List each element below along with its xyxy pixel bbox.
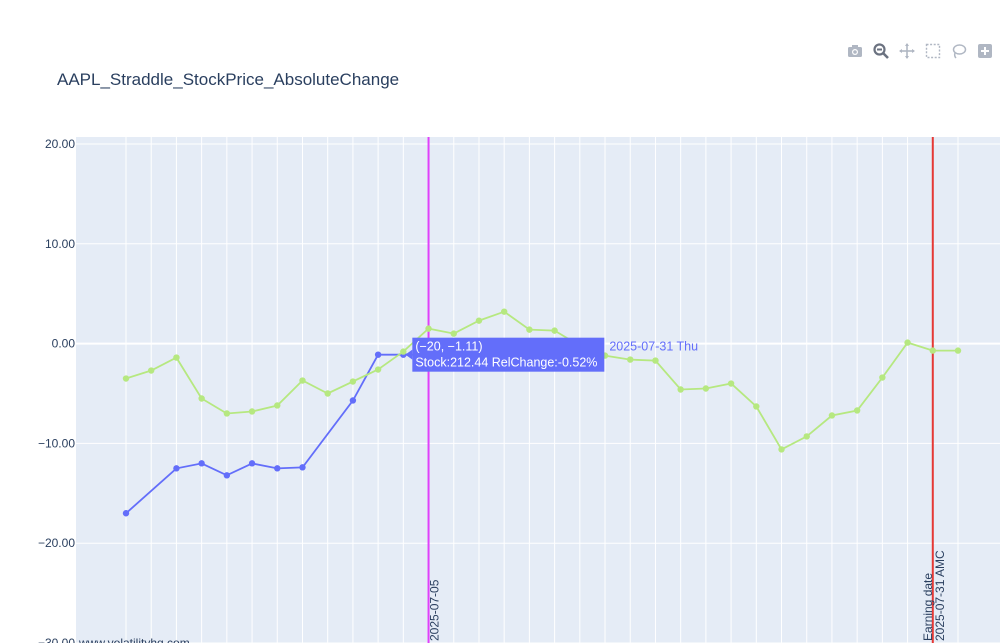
series-1-point[interactable] [526,326,533,333]
series-1-point[interactable] [500,308,508,315]
series-1-point[interactable] [223,410,231,417]
series-1-point[interactable] [274,402,281,409]
y-tick-label: −30.00 [38,636,75,643]
series-1-point[interactable] [475,317,483,324]
series-0-point[interactable] [299,464,306,471]
series-0-point[interactable] [349,397,357,404]
marker-label-earning-date: Earning date [921,573,935,641]
series-0-point[interactable] [198,460,205,467]
y-tick-label: 10.00 [45,237,75,251]
series-1-point[interactable] [349,378,357,385]
y-tick-label: 20.00 [45,137,75,151]
series-0-point[interactable] [173,465,180,472]
marker-label-2025-07-05: 2025-07-05 [428,579,442,641]
zoom-icon[interactable] [872,42,890,60]
y-tick-label: −20.00 [38,536,75,550]
series-1-point[interactable] [122,375,130,382]
marker-label-earning-date-line2: 2025-07-31 AMC [933,550,947,641]
series-1-point[interactable] [803,433,810,440]
watermark-text: www.volatilityhq.com [78,636,190,643]
series-1-point[interactable] [425,325,432,332]
series-0-point[interactable] [122,510,130,517]
series-0-point[interactable] [274,465,281,472]
series-1-point[interactable] [551,327,558,334]
series-0-point[interactable] [223,472,231,479]
series-1-point[interactable] [828,412,836,419]
series-1-point[interactable] [374,366,382,373]
series-1-point[interactable] [450,330,457,337]
series-1-point[interactable] [173,354,180,361]
hover-tooltip-detail: Stock:212.44 RelChange:-0.52% [415,356,597,370]
chart-title: AAPL_Straddle_StockPrice_AbsoluteChange [57,70,400,89]
series-0-point[interactable] [248,460,256,467]
series-1-point[interactable] [727,380,735,387]
y-tick-label: −10.00 [38,436,75,450]
hover-tooltip-box [412,337,605,372]
series-1-point[interactable] [652,357,659,364]
series-1-line [125,310,958,451]
series-1-point[interactable] [400,348,407,355]
series-1-point[interactable] [324,390,331,397]
series-1-point[interactable] [148,367,155,374]
y-tick-label: 0.00 [52,337,76,351]
series-1-point[interactable] [677,386,684,393]
series-1-point[interactable] [879,374,886,381]
camera-icon[interactable] [846,42,864,60]
pan-icon[interactable] [898,42,916,60]
series-0-point[interactable] [374,351,382,358]
series-1-point[interactable] [778,446,785,453]
box-select-icon[interactable] [924,42,942,60]
modebar [846,42,994,60]
series-1-point[interactable] [198,395,205,402]
series-1-point[interactable] [627,356,634,363]
series-1-point[interactable] [954,347,962,354]
lasso-icon[interactable] [950,42,968,60]
series-1-point[interactable] [753,403,760,410]
zoom-in-icon[interactable] [976,42,994,60]
hover-tooltip-coords: (−20, −1.11) [415,340,482,354]
plot-background [76,137,1000,643]
hover-x-label: 2025-07-31 Thu [609,340,698,354]
series-1-point[interactable] [248,408,256,415]
hover-tooltip-arrow [405,349,413,360]
series-1-point[interactable] [904,339,911,346]
series-1-point[interactable] [299,377,306,384]
series-1-point[interactable] [929,347,936,354]
series-1-point[interactable] [702,385,710,392]
series-1-point[interactable] [853,407,861,414]
